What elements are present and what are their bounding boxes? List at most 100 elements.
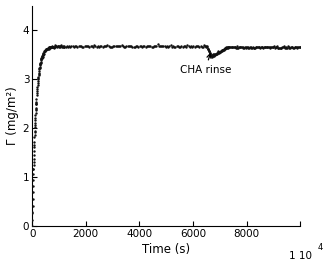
Point bbox=[225, 45, 231, 50]
Point bbox=[44, 47, 49, 51]
Point bbox=[45, 46, 50, 50]
Point bbox=[32, 128, 37, 133]
Point bbox=[30, 210, 35, 214]
Point bbox=[114, 44, 119, 48]
Point bbox=[206, 47, 211, 51]
Point bbox=[157, 44, 162, 48]
Point bbox=[97, 44, 103, 48]
Point bbox=[223, 46, 228, 50]
Point bbox=[117, 44, 122, 48]
Point bbox=[201, 43, 207, 48]
Point bbox=[84, 44, 90, 48]
Point bbox=[187, 45, 193, 49]
Point bbox=[270, 44, 275, 49]
Point bbox=[257, 46, 263, 50]
Point bbox=[70, 44, 75, 48]
Point bbox=[33, 105, 39, 110]
Point bbox=[32, 125, 37, 129]
Point bbox=[214, 52, 219, 56]
Point bbox=[33, 113, 38, 117]
Point bbox=[281, 44, 286, 49]
Point bbox=[251, 46, 256, 50]
Point bbox=[42, 50, 47, 54]
Point bbox=[193, 44, 198, 49]
Point bbox=[94, 45, 99, 49]
Point bbox=[50, 45, 55, 49]
Point bbox=[298, 45, 303, 49]
Point bbox=[180, 45, 185, 49]
Point bbox=[181, 44, 186, 48]
Point bbox=[54, 44, 59, 49]
Point bbox=[37, 65, 42, 69]
Point bbox=[252, 45, 257, 50]
Point bbox=[169, 45, 174, 49]
Point bbox=[278, 45, 283, 50]
Point bbox=[258, 45, 263, 49]
Point bbox=[150, 45, 155, 49]
Point bbox=[223, 46, 229, 50]
Point bbox=[106, 44, 111, 49]
Point bbox=[194, 44, 199, 48]
Point bbox=[51, 45, 56, 49]
Point bbox=[63, 45, 68, 49]
Point bbox=[34, 90, 39, 95]
Point bbox=[263, 45, 269, 49]
Point bbox=[218, 50, 223, 54]
Point bbox=[228, 45, 233, 49]
Point bbox=[123, 45, 128, 49]
Point bbox=[47, 45, 52, 50]
Point bbox=[77, 44, 82, 48]
Point bbox=[127, 44, 133, 48]
Point bbox=[156, 44, 161, 48]
Point bbox=[231, 45, 236, 49]
Point bbox=[49, 45, 54, 50]
Point bbox=[32, 117, 38, 122]
Point bbox=[276, 46, 281, 50]
Point bbox=[230, 45, 235, 50]
Point bbox=[31, 143, 37, 147]
Point bbox=[288, 46, 293, 50]
Point bbox=[130, 45, 135, 49]
Point bbox=[166, 44, 171, 49]
Point bbox=[208, 51, 213, 55]
Point bbox=[213, 52, 218, 56]
Point bbox=[92, 43, 97, 48]
Point bbox=[247, 46, 252, 50]
Point bbox=[212, 53, 217, 57]
Point bbox=[32, 135, 37, 139]
Point bbox=[282, 45, 288, 50]
Point bbox=[267, 45, 272, 49]
Point bbox=[228, 45, 234, 49]
Point bbox=[266, 45, 272, 49]
Point bbox=[250, 45, 255, 50]
Point bbox=[199, 44, 204, 49]
Point bbox=[50, 45, 55, 49]
Point bbox=[277, 46, 282, 50]
Point bbox=[195, 44, 201, 48]
Point bbox=[50, 44, 55, 48]
Point bbox=[268, 45, 273, 50]
Point bbox=[61, 44, 66, 48]
Point bbox=[163, 45, 169, 49]
Point bbox=[44, 46, 50, 51]
Point bbox=[213, 52, 218, 56]
Point bbox=[238, 45, 244, 49]
Point bbox=[215, 50, 220, 55]
Point bbox=[46, 46, 51, 51]
Point bbox=[36, 75, 41, 79]
Point bbox=[162, 44, 167, 48]
Point bbox=[33, 111, 38, 116]
Point bbox=[48, 45, 53, 50]
Point bbox=[161, 44, 166, 49]
Point bbox=[36, 72, 41, 77]
Point bbox=[200, 45, 206, 49]
Point bbox=[279, 45, 284, 50]
X-axis label: Time (s): Time (s) bbox=[142, 244, 190, 256]
Point bbox=[257, 45, 262, 49]
Point bbox=[277, 45, 282, 50]
Point bbox=[124, 44, 129, 48]
Point bbox=[225, 45, 230, 50]
Point bbox=[93, 44, 98, 48]
Point bbox=[41, 52, 46, 56]
Point bbox=[32, 121, 38, 125]
